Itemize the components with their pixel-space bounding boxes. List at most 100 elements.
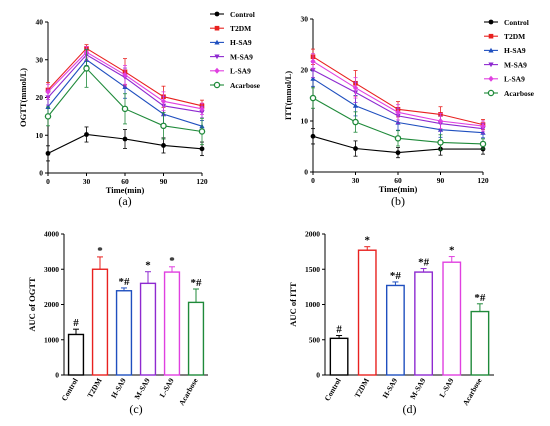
y-tick-label: 10 (301, 117, 309, 126)
y-tick-label: 500 (309, 335, 321, 344)
x-tick-label: 90 (437, 176, 445, 185)
y-tick-label: 0 (304, 168, 308, 177)
y-tick-label: 0 (55, 371, 59, 380)
y-tick-label: 0 (316, 371, 320, 380)
y-axis-label: AUC of ITT (288, 282, 298, 327)
y-tick-label: 2000 (305, 230, 320, 239)
legend-marker (488, 33, 494, 39)
bar (163, 271, 181, 376)
significance-label: # (336, 324, 342, 336)
legend-label: T2DM (230, 24, 251, 33)
x-tick-label: Acarbose (461, 376, 484, 407)
bar-group-acarbose: *# Acarbose (177, 277, 205, 407)
data-point (437, 118, 444, 124)
legend-marker (488, 19, 494, 25)
y-axis-label: AUC of OGTT (27, 277, 37, 332)
series-control (45, 126, 205, 162)
x-tick-label: 120 (477, 176, 489, 185)
legend-marker (488, 62, 494, 68)
data-point (352, 118, 359, 126)
data-point (353, 146, 358, 151)
line-chart-a: 0 10 20 30 40 0 30 60 90 120 Time(min) OGTT(mmol/L)… (18, 10, 261, 208)
x-tick-label: 0 (46, 177, 50, 186)
data-point (44, 113, 52, 120)
data-point (309, 94, 317, 102)
data-point (160, 122, 167, 130)
significance-label: *# (390, 270, 402, 282)
data-point (310, 76, 316, 81)
legend-marker (214, 11, 220, 17)
data-point (122, 136, 128, 142)
x-tick-label: 30 (352, 176, 360, 185)
panel-caption: (c) (129, 402, 142, 416)
x-tick-label: T2DM (85, 377, 103, 400)
legend-label: Control (230, 10, 255, 19)
bar-chart-c: 0 1000 2000 3000 4000 AUC of OGTT # Control * T2D… (27, 230, 208, 416)
x-tick-label: H-SA9 (109, 376, 128, 399)
bar (442, 261, 462, 376)
bar-group-acarbose: *# Acarbose (461, 292, 490, 407)
significance-label: *# (191, 277, 203, 289)
bar (470, 310, 490, 376)
legend-label: H-SA9 (504, 46, 526, 55)
data-point (394, 135, 402, 142)
y-axis-label: OGTT(mmol/L) (18, 68, 28, 127)
panel-caption: (a) (118, 194, 131, 208)
x-tick-label: L-SA9 (158, 376, 176, 399)
data-point (45, 150, 51, 156)
series-acarbose (44, 49, 206, 146)
x-tick-label: 60 (394, 176, 402, 185)
panel-caption: (b) (391, 194, 405, 208)
data-point (160, 98, 167, 105)
significance-label: # (73, 317, 79, 329)
data-point (84, 132, 89, 137)
bar-group-l-sa9: * L-SA9 (437, 245, 462, 399)
x-tick-label: Acarbose (177, 376, 200, 407)
significance-label: * (449, 245, 455, 257)
x-tick-label: 90 (160, 177, 168, 186)
y-tick-label: 30 (36, 55, 44, 64)
significance-label: *# (418, 257, 430, 269)
data-point (199, 105, 205, 112)
x-tick-label: T2DM (353, 377, 371, 400)
bar (187, 301, 205, 376)
legend-label: T2DM (504, 32, 525, 41)
significance-label: * (145, 260, 151, 272)
y-tick-label: 3000 (44, 265, 59, 274)
significance-label: *# (119, 276, 131, 288)
legend-label: M-SA9 (230, 52, 253, 61)
y-tick-label: 30 (301, 15, 309, 24)
y-tick-label: 0 (39, 169, 43, 178)
data-point (199, 146, 205, 152)
legend-label: L-SA9 (504, 75, 525, 84)
data-point (310, 133, 316, 139)
y-tick-label: 2000 (44, 300, 59, 309)
bar-group-control: # Control (60, 317, 85, 403)
y-tick-label: 10 (36, 131, 44, 140)
x-tick-label: 0 (311, 176, 315, 185)
significance-label: * (365, 235, 371, 247)
legend-marker (213, 81, 221, 89)
x-tick-label: L-SA9 (437, 376, 455, 399)
panel-caption: (d) (403, 402, 417, 416)
data-point (83, 65, 90, 72)
data-point (437, 139, 444, 146)
data-point (121, 105, 129, 113)
legend-label: L-SA9 (230, 67, 251, 76)
line-chart-b: 0 10 20 30 0 30 60 90 120 Time(min) ITT(mmol/L) Con… (283, 15, 535, 208)
y-tick-label: 1000 (305, 300, 320, 309)
legend: Control T2DM H-SA9 M-SA9 L-SA9 Acarbose (210, 10, 261, 90)
x-tick-label: M-SA9 (132, 376, 151, 401)
legend-label: Acarbose (504, 89, 535, 98)
y-tick-label: 1500 (305, 265, 320, 274)
bar (139, 282, 157, 376)
data-point (161, 143, 166, 148)
x-tick-label: Control (323, 377, 343, 403)
y-tick-label: 1000 (44, 335, 59, 344)
x-tick-label: 30 (83, 177, 91, 186)
legend-label: H-SA9 (230, 38, 252, 47)
series-acarbose (309, 87, 487, 151)
legend-marker (488, 75, 494, 82)
significance-label: * (97, 245, 103, 257)
